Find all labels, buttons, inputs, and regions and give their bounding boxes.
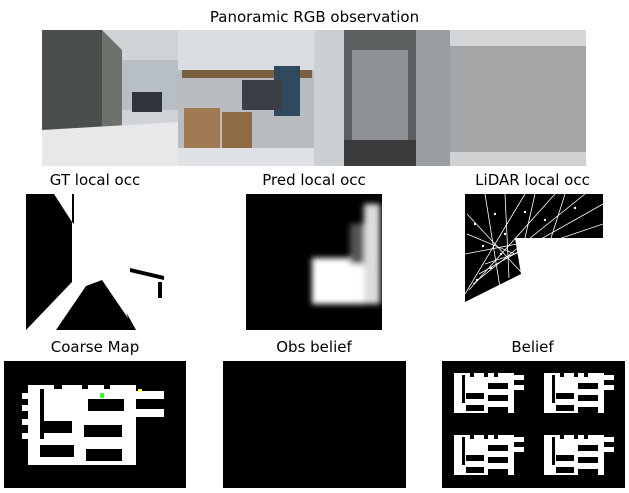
belief-map (442, 361, 625, 488)
obs-title: Obs belief (276, 338, 352, 356)
pred-local-occ-map (246, 194, 382, 330)
pred-title: Pred local occ (262, 171, 366, 189)
goal-marker (138, 389, 142, 392)
coarse-title: Coarse Map (50, 338, 140, 356)
lidar-local-occ-map (465, 194, 603, 302)
lidar-title: LiDAR local occ (475, 171, 590, 189)
agent-marker (100, 393, 104, 398)
obs-belief-map (223, 361, 406, 488)
coarse-map (4, 361, 186, 488)
belief-title: Belief (511, 338, 554, 356)
panoramic-rgb-image (42, 30, 586, 166)
gt-local-occ-map (26, 194, 164, 330)
gt-title: GT local occ (49, 171, 141, 189)
rgb-title: Panoramic RGB observation (209, 8, 420, 26)
